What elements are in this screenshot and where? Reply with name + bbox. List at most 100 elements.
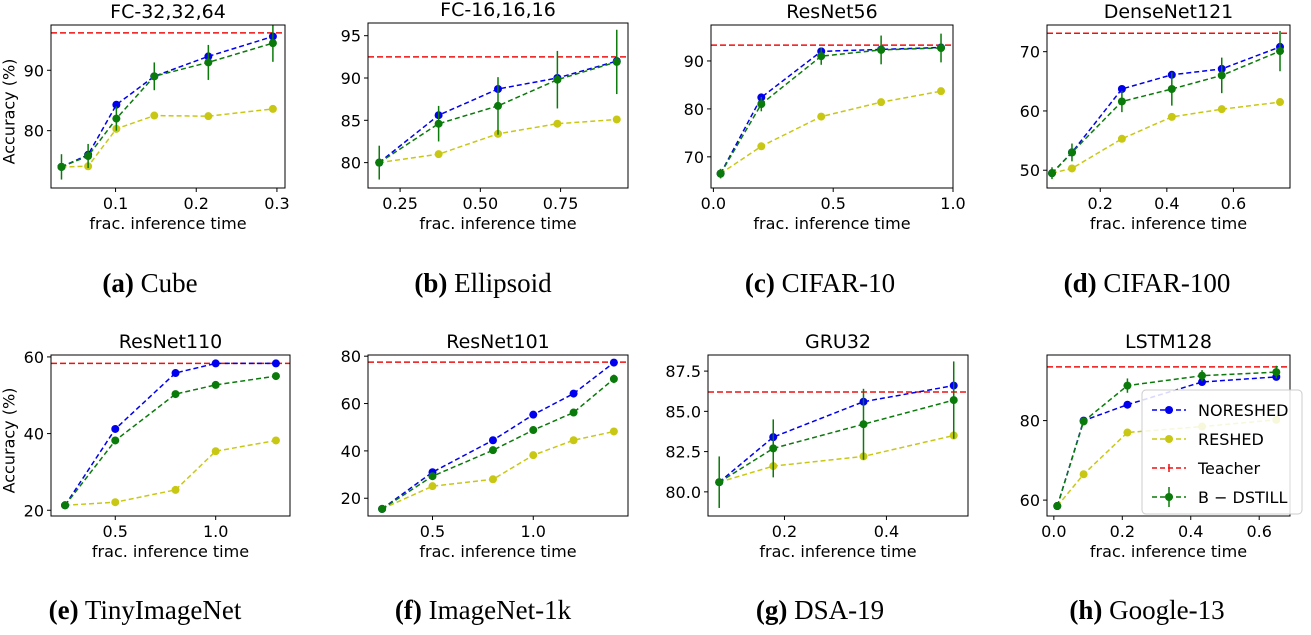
caption-text: ImageNet-1k xyxy=(428,595,572,625)
y-tick-label: 40 xyxy=(341,442,361,461)
x-axis-label: frac. inference time xyxy=(759,542,916,561)
x-tick-label: 0.5 xyxy=(103,522,128,541)
data-point-reshed xyxy=(171,485,180,494)
plot-area xyxy=(51,359,290,510)
plot-area xyxy=(368,29,628,180)
y-axis-label: Accuracy (%) xyxy=(0,388,19,494)
series-line-bdstill xyxy=(61,42,274,168)
x-tick-label: 0.4 xyxy=(1178,522,1203,541)
y-tick-label: 85 xyxy=(341,111,361,130)
data-point-bdstill xyxy=(529,426,538,435)
series-line-noreshed xyxy=(1051,46,1281,174)
plot-frame xyxy=(367,354,629,517)
plot-area xyxy=(708,361,968,508)
y-tick-label: 85.0 xyxy=(665,402,701,421)
data-point-reshed xyxy=(150,111,159,120)
data-point-reshed xyxy=(111,498,120,507)
series-line-reshed xyxy=(65,439,277,507)
x-tick-label: 0.0 xyxy=(1041,522,1066,541)
y-tick-label: 20 xyxy=(24,501,44,520)
x-tick-label: 0.2 xyxy=(1088,194,1113,213)
series-line-noreshed xyxy=(719,46,942,174)
data-point-noreshed xyxy=(529,410,538,419)
x-tick-label: 0.6 xyxy=(1246,522,1271,541)
data-point-reshed xyxy=(553,119,562,128)
data-point-bdstill xyxy=(150,72,159,81)
caption-text: TinyImageNet xyxy=(84,595,242,625)
data-point-bdstill xyxy=(1047,169,1056,178)
data-point-bdstill xyxy=(111,436,120,445)
y-tick-label: 82.5 xyxy=(665,443,701,462)
series-line-noreshed xyxy=(718,384,954,483)
subplot-caption: (b) Ellipsoid xyxy=(414,268,551,299)
subplot-title: GRU32 xyxy=(805,331,871,353)
subplot-caption: (f) ImageNet-1k xyxy=(395,595,571,626)
legend-label-reshed: RESHED xyxy=(1198,430,1264,449)
series-line-bdstill xyxy=(718,399,954,483)
legend-marker-reshed xyxy=(1165,435,1173,443)
legend: NORESHED RESHED Teacher B − DSTILL xyxy=(1141,389,1303,515)
y-tick-label: 70 xyxy=(1020,43,1040,62)
data-point-reshed xyxy=(612,115,621,124)
x-tick-label: 0.0 xyxy=(701,194,726,213)
x-axis-label: frac. inference time xyxy=(92,542,249,561)
y-tick-label: 60 xyxy=(24,348,44,367)
subplot-0: FC-32,32,64 0.1 0.2 0.3 80 90 frac. inference … xyxy=(0,1,290,233)
y-tick-label: 80 xyxy=(24,122,44,141)
x-tick-label: 0.1 xyxy=(103,194,128,213)
data-point-noreshed xyxy=(211,359,220,368)
data-point-bdstill xyxy=(553,75,562,84)
data-point-noreshed xyxy=(1117,85,1126,94)
subplot-2: ResNet56 0.0 0.5 1.0 70 80 90 frac. inference t… xyxy=(684,1,966,233)
subplot-6: GRU32 0.2 0.4 80.0 82.5 85.0 87.5 frac. inferen… xyxy=(665,331,969,561)
data-point-bdstill xyxy=(817,52,826,61)
data-point-reshed xyxy=(1123,428,1132,437)
data-point-reshed xyxy=(268,104,277,113)
x-tick-label: 0.4 xyxy=(1154,194,1179,213)
data-point-bdstill xyxy=(378,504,387,513)
x-tick-label: 0.2 xyxy=(184,194,209,213)
legend-marker-bdstill xyxy=(1165,493,1173,501)
legend-marker-noreshed xyxy=(1165,406,1173,414)
data-point-bdstill xyxy=(1276,47,1285,56)
x-tick-label: 0.2 xyxy=(772,522,797,541)
subplot-caption: (h) Google-13 xyxy=(1069,595,1224,626)
subplot-caption: (g) DSA-19 xyxy=(756,595,884,626)
data-point-reshed xyxy=(428,482,437,491)
plot-frame xyxy=(367,22,629,189)
data-point-bdstill xyxy=(494,101,502,110)
x-tick-label: 0.50 xyxy=(463,194,499,213)
series-line-bdstill xyxy=(1051,50,1281,174)
data-point-reshed xyxy=(271,436,280,445)
data-point-bdstill xyxy=(612,57,621,66)
caption-text: Google-13 xyxy=(1109,595,1225,625)
data-point-reshed xyxy=(757,142,766,151)
series-line-reshed xyxy=(720,90,942,175)
data-point-bdstill xyxy=(268,39,277,48)
x-tick-label: 0.3 xyxy=(264,194,289,213)
subplot-title: ResNet56 xyxy=(786,1,877,23)
data-point-bdstill xyxy=(1272,368,1281,377)
data-point-reshed xyxy=(609,427,618,436)
y-tick-label: 60 xyxy=(341,395,361,414)
y-tick-label: 80 xyxy=(684,100,704,119)
subplot-title: LSTM128 xyxy=(1125,331,1212,353)
data-point-bdstill xyxy=(434,119,443,128)
y-tick-label: 80 xyxy=(1020,412,1040,431)
series-line-reshed xyxy=(718,434,954,483)
caption-text: DSA-19 xyxy=(794,595,885,625)
data-point-bdstill xyxy=(1117,97,1126,106)
data-point-reshed xyxy=(937,87,946,96)
y-tick-label: 40 xyxy=(24,425,44,444)
series-line-reshed xyxy=(61,108,273,168)
data-point-noreshed xyxy=(609,358,618,367)
x-tick-label: 0.5 xyxy=(820,194,845,213)
data-point-noreshed xyxy=(171,369,180,378)
legend-label-bdstill: B − DSTILL xyxy=(1198,488,1287,507)
x-axis-label: frac. inference time xyxy=(89,214,246,233)
data-point-bdstill xyxy=(488,446,497,455)
data-point-bdstill xyxy=(84,152,93,161)
data-point-bdstill xyxy=(949,396,958,405)
data-point-bdstill xyxy=(877,45,886,54)
